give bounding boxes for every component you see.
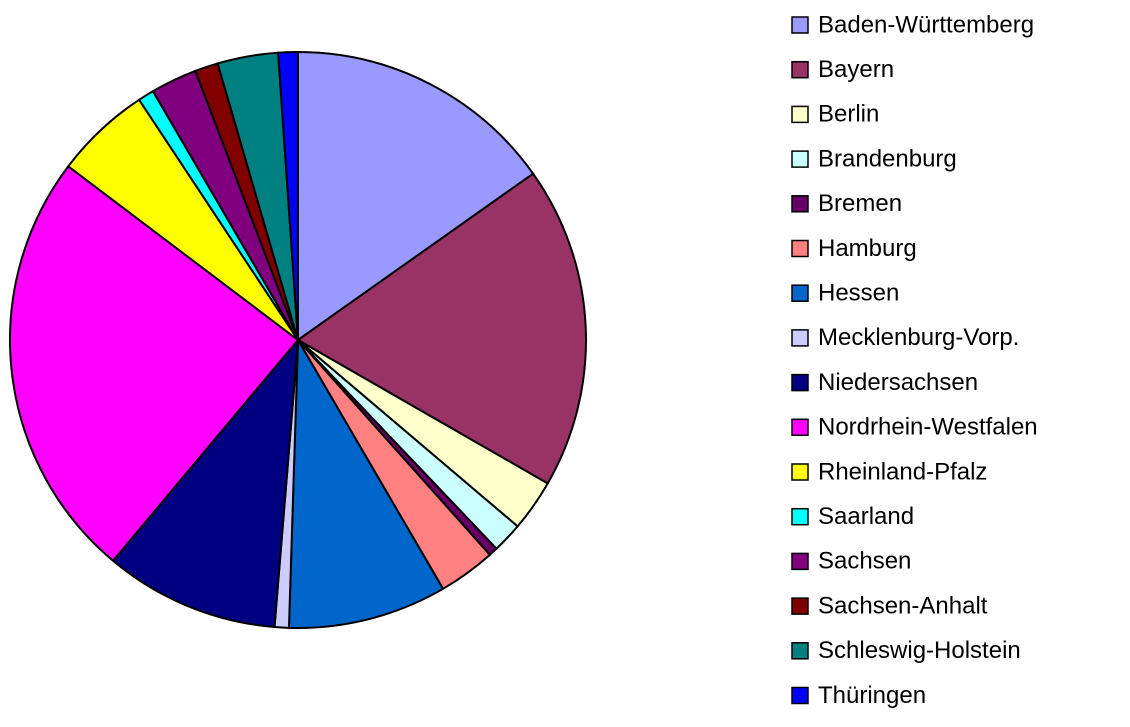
legend-label: Schleswig-Holstein bbox=[818, 637, 1021, 664]
legend-swatch bbox=[791, 373, 809, 392]
pie-slice bbox=[111, 336, 300, 629]
legend-swatch bbox=[791, 597, 809, 615]
legend-label: Bayern bbox=[818, 56, 894, 83]
legend-swatch bbox=[791, 195, 809, 213]
pie-slice bbox=[277, 50, 299, 341]
legend-label: Niedersachsen bbox=[818, 369, 978, 396]
legend-swatch bbox=[791, 418, 809, 437]
legend-label: Hamburg bbox=[818, 235, 917, 262]
legend-label: Brandenburg bbox=[818, 145, 957, 172]
legend-swatch bbox=[791, 463, 809, 481]
legend-label: Baden-Württemberg bbox=[818, 11, 1034, 38]
legend-swatch bbox=[791, 239, 809, 258]
legend-swatch bbox=[791, 105, 809, 124]
legend-swatch bbox=[791, 642, 809, 660]
pie-slice bbox=[287, 336, 445, 629]
legend-swatch bbox=[791, 60, 809, 79]
legend-swatch bbox=[791, 284, 809, 302]
pie-slice bbox=[296, 172, 587, 485]
legend-label: Sachsen-Anhalt bbox=[818, 592, 988, 619]
legend-label: Mecklenburg-Vorp. bbox=[818, 324, 1019, 351]
legend-label: Sachsen bbox=[818, 548, 911, 575]
legend-swatch bbox=[791, 686, 809, 705]
legend-label: Bremen bbox=[818, 190, 902, 217]
pie-slice bbox=[297, 50, 535, 342]
legend-label: Berlin bbox=[818, 101, 879, 128]
legend-label: Saarland bbox=[818, 503, 914, 530]
legend-swatch bbox=[791, 329, 809, 347]
legend-swatch bbox=[791, 552, 809, 571]
pie-slice bbox=[9, 164, 300, 563]
legend-label: Hessen bbox=[818, 280, 899, 307]
legend-swatch bbox=[791, 507, 809, 526]
legend-swatch bbox=[791, 150, 809, 168]
legend-label: Nordrhein-Westfalen bbox=[818, 414, 1038, 441]
legend-label: Rheinland-Pfalz bbox=[818, 458, 987, 485]
legend-swatch bbox=[791, 16, 809, 34]
legend-label: Thüringen bbox=[818, 682, 926, 709]
